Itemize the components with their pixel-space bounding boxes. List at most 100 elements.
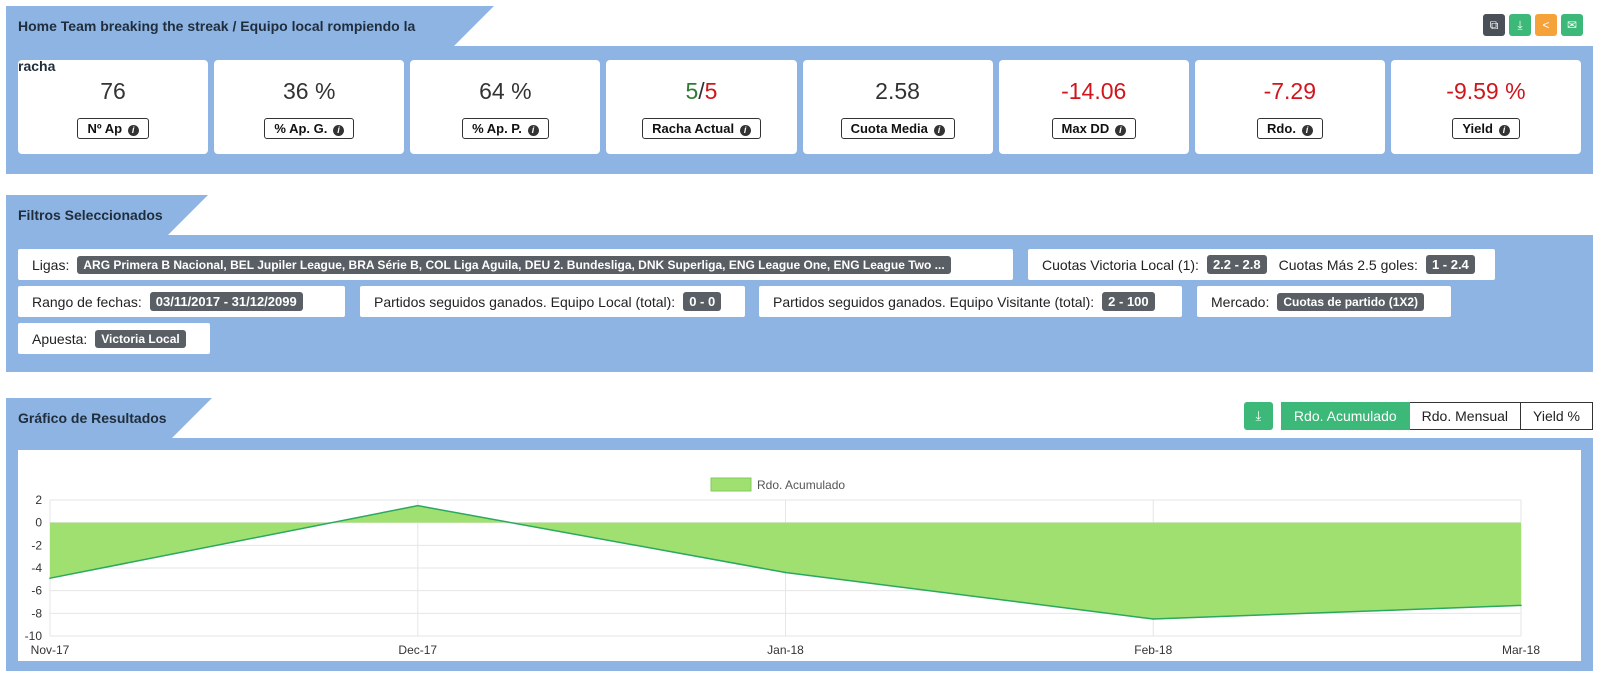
filter-tag: ARG Primera B Nacional, BEL Jupiler Leag… (77, 255, 951, 274)
stat-value: 2.58 (875, 78, 920, 104)
x-tick-label: Dec-17 (398, 643, 437, 657)
filter-label: Partidos seguidos ganados. Equipo Local … (374, 293, 676, 310)
x-tick-label: Feb-18 (1134, 643, 1172, 657)
data-point (49, 577, 51, 579)
y-tick-label: -8 (31, 606, 42, 620)
filter-label: Ligas: (32, 256, 70, 273)
info-icon[interactable]: i (332, 125, 344, 136)
chart-section: Gráfico de Resultados ⤓ Rdo. Acumulado R… (6, 398, 1593, 671)
info-icon[interactable]: i (1498, 125, 1510, 136)
stat-value: -14.06 (1061, 78, 1127, 104)
stats-title: Home Team breaking the streak / Equipo l… (6, 6, 494, 74)
chart-download-button[interactable]: ⤓ (1243, 402, 1273, 430)
filter-tag: 1 - 2.4 (1425, 255, 1475, 274)
info-icon[interactable]: i (127, 125, 139, 136)
filter-tag: 2 - 100 (1102, 292, 1155, 311)
stat-label-text: % Ap. G. (274, 121, 328, 136)
filter-tag: Cuotas de partido (1X2) (1277, 292, 1425, 311)
share-icon[interactable]: < (1535, 14, 1557, 36)
stat-label[interactable]: Yield i (1452, 118, 1520, 139)
data-point (416, 504, 419, 507)
stat-label[interactable]: % Ap. P. i (462, 118, 549, 139)
stats-header: Home Team breaking the streak / Equipo l… (6, 6, 1593, 74)
info-icon[interactable]: i (739, 125, 751, 136)
racha-total: 5 (704, 78, 718, 104)
y-tick-label: -10 (25, 629, 43, 643)
filter-ligas: Ligas: ARG Primera B Nacional, BEL Jupil… (18, 249, 1013, 280)
info-icon[interactable]: i (527, 125, 539, 136)
stat-label-text: Cuota Media (850, 121, 928, 136)
download-icon[interactable]: ⤓ (1509, 14, 1531, 36)
stat-card-yield: -9.59 % Yield i (1390, 60, 1581, 154)
x-tick-label: Mar-18 (1502, 643, 1540, 657)
chart-card: 2 0 -2 -4 -6 -8 -10 Nov-17 Dec-17 Jan-18 Feb-18 Mar… (18, 450, 1581, 661)
stat-label[interactable]: Racha Actual i (642, 118, 761, 139)
x-tick-label: Nov-17 (31, 643, 70, 657)
stat-label-text: Nº Ap (87, 121, 123, 136)
info-icon[interactable]: i (1301, 125, 1313, 136)
stat-value: 5/5 (685, 78, 717, 108)
chart-controls: ⤓ Rdo. Acumulado Rdo. Mensual Yield % (1243, 402, 1593, 430)
download-icon: ⤓ (1255, 408, 1262, 423)
filter-visitante: Partidos seguidos ganados. Equipo Visita… (759, 286, 1182, 317)
chart-header: Gráfico de Resultados ⤓ Rdo. Acumulado R… (6, 398, 1593, 438)
stat-card-num-ap: 76 Nº Ap i (18, 60, 209, 154)
stat-label-text: % Ap. P. (472, 121, 522, 136)
stat-card-cuota: 2.58 Cuota Media i (802, 60, 993, 154)
racha-sep: / (698, 78, 705, 104)
filters-header: Filtros Seleccionados (6, 195, 1593, 235)
legend-label: Rdo. Acumulado (757, 478, 845, 492)
stat-value: -9.59 % (1446, 78, 1526, 104)
filter-rango: Rango de fechas: 03/11/2017 - 31/12/2099 (18, 286, 345, 317)
stat-card-ap-g: 36 % % Ap. G. i (214, 60, 405, 154)
stat-card-ap-p: 64 % % Ap. P. i (410, 60, 601, 154)
y-tick-label: -2 (31, 538, 42, 552)
copy-icon[interactable]: ⧉ (1483, 14, 1505, 36)
chart-title: Gráfico de Resultados (6, 398, 212, 438)
stat-card-rdo: -7.29 Rdo. i (1194, 60, 1385, 154)
stat-label[interactable]: Rdo. i (1257, 118, 1323, 139)
rdo-mensual-button[interactable]: Rdo. Mensual (1409, 402, 1522, 430)
y-tick-label: 2 (35, 493, 42, 507)
filters-section: Filtros Seleccionados Ligas: ARG Primera… (6, 195, 1593, 372)
yield-button[interactable]: Yield % (1521, 402, 1593, 430)
info-icon[interactable]: i (933, 125, 945, 136)
y-tick-label: -6 (31, 584, 42, 598)
filter-tag: Victoria Local (95, 329, 186, 348)
stat-label-text: Rdo. (1267, 121, 1296, 136)
area-fill (50, 505, 1521, 619)
filters-body: Ligas: ARG Primera B Nacional, BEL Jupil… (6, 235, 1593, 372)
info-icon[interactable]: i (1114, 125, 1126, 136)
stat-label[interactable]: % Ap. G. i (264, 118, 354, 139)
stat-value: -7.29 (1263, 78, 1317, 104)
filter-apuesta: Apuesta: Victoria Local (18, 323, 210, 354)
filter-tag: 2.2 - 2.8 (1206, 255, 1267, 274)
stat-label-text: Racha Actual (652, 121, 735, 136)
rdo-acumulado-button[interactable]: Rdo. Acumulado (1280, 402, 1410, 430)
stat-value: 36 % (282, 78, 336, 104)
filter-label: Rango de fechas: (32, 293, 142, 310)
y-tick-label: 0 (35, 516, 42, 530)
filter-cuotas: Cuotas Victoria Local (1): 2.2 - 2.8 Cuo… (1028, 249, 1495, 280)
stat-value: 76 (100, 78, 126, 104)
email-icon[interactable]: ✉ (1561, 14, 1583, 36)
stat-label-text: Yield (1462, 121, 1493, 136)
stat-label[interactable]: Nº Ap i (77, 118, 149, 139)
stat-label[interactable]: Cuota Media i (840, 118, 955, 139)
filter-label: Partidos seguidos ganados. Equipo Visita… (773, 293, 1095, 310)
data-point (784, 571, 787, 574)
filter-mercado: Mercado: Cuotas de partido (1X2) (1197, 286, 1451, 317)
share-toolbar: ⧉ ⤓ < ✉ (1483, 14, 1583, 36)
data-point (1152, 618, 1155, 620)
filter-tag: 0 - 0 (683, 292, 722, 311)
y-tick-label: -4 (31, 561, 42, 575)
data-point (1520, 604, 1522, 607)
stats-cards: 76 Nº Ap i 36 % % Ap. G. i 64 % % Ap. P.… (6, 46, 1593, 174)
filters-title: Filtros Seleccionados (6, 195, 208, 235)
filter-label: Cuotas Victoria Local (1): (1042, 256, 1199, 273)
stat-label[interactable]: Max DD i (1051, 118, 1136, 139)
stat-value: 64 % (479, 78, 532, 104)
legend-swatch (710, 477, 752, 492)
stat-card-racha: 5/5 Racha Actual i (606, 60, 797, 154)
